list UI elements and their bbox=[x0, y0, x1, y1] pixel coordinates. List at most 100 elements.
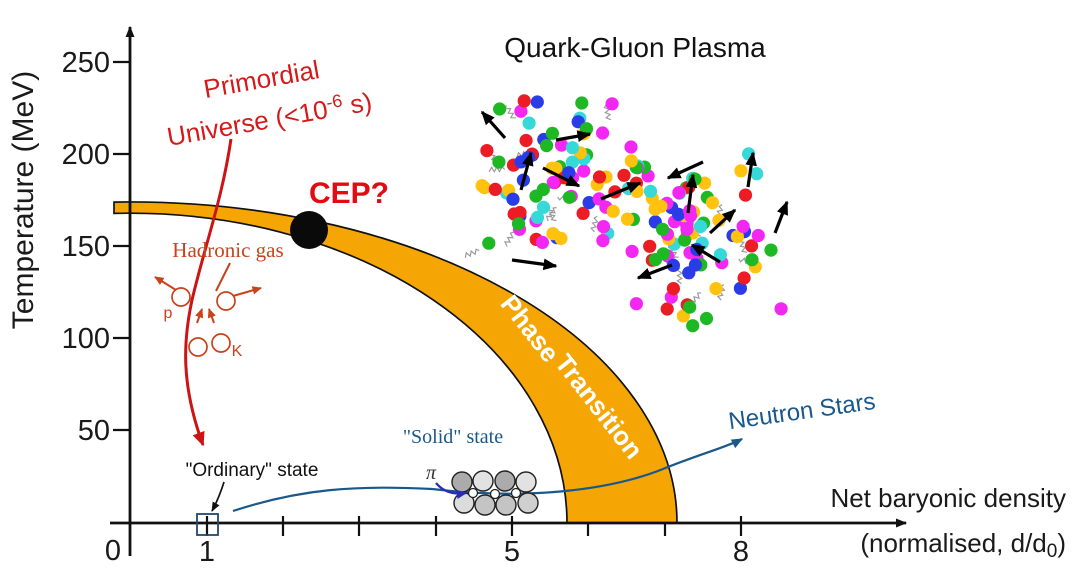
quark-dot bbox=[688, 258, 703, 272]
quark-dot bbox=[648, 253, 663, 267]
quark-dot bbox=[683, 209, 698, 223]
quark-dot bbox=[545, 126, 560, 140]
quark-dot bbox=[643, 239, 657, 253]
nucleon-small-circle bbox=[489, 488, 501, 500]
y-tick-label-50: 50 bbox=[78, 415, 110, 447]
quark-dot bbox=[680, 222, 694, 236]
quark-dot bbox=[660, 302, 674, 316]
critical-end-point bbox=[290, 211, 328, 249]
quark-momentum-arrow bbox=[666, 160, 704, 180]
quark-dot bbox=[654, 199, 668, 213]
quark-momentum-arrow bbox=[773, 200, 789, 234]
quark-dot bbox=[519, 133, 533, 148]
kaon-label: K bbox=[232, 343, 243, 360]
quark-dot bbox=[605, 97, 619, 111]
quark-dot bbox=[514, 155, 528, 169]
quark-dot bbox=[620, 212, 635, 226]
ordinary-state-box bbox=[196, 513, 219, 536]
quark-dot bbox=[577, 164, 591, 178]
quark-dot bbox=[730, 230, 745, 244]
quark-dot bbox=[517, 94, 531, 108]
quark-dot bbox=[683, 300, 697, 314]
quark-dot bbox=[705, 196, 720, 210]
quark-dot bbox=[625, 244, 639, 258]
primordial-universe-arrow bbox=[184, 138, 233, 447]
quark-dot bbox=[536, 200, 551, 214]
gluon-squiggle bbox=[545, 206, 557, 222]
quark-momentum-arrow bbox=[685, 173, 698, 214]
quark-momentum-arrow bbox=[708, 208, 737, 235]
y-tick-label-150: 150 bbox=[62, 231, 110, 263]
hadronic-gas-leader bbox=[215, 262, 231, 292]
y-tick-label-250: 250 bbox=[62, 47, 110, 79]
quark-dot bbox=[530, 210, 545, 224]
quark-dot bbox=[596, 234, 610, 248]
nucleon-circle bbox=[494, 470, 516, 492]
quark-dot bbox=[536, 182, 550, 197]
quark-dot bbox=[686, 319, 700, 333]
quark-dot bbox=[511, 217, 526, 231]
quark-dot bbox=[713, 248, 728, 262]
gluon-squiggle bbox=[603, 104, 612, 121]
quark-dot bbox=[506, 192, 520, 206]
quark-dot bbox=[582, 196, 596, 210]
nucleon-circle bbox=[472, 470, 494, 492]
quark-dot bbox=[592, 192, 606, 206]
quark-momentum-arrow bbox=[519, 151, 534, 191]
quark-dot bbox=[643, 184, 658, 198]
primordial-label-line1: Primordial bbox=[201, 54, 321, 104]
cep-label: CEP? bbox=[309, 177, 389, 210]
quark-dot bbox=[737, 271, 751, 285]
quark-dot bbox=[482, 236, 496, 250]
quark-dot bbox=[617, 168, 631, 182]
y-axis-title: Temperature (MeV) bbox=[7, 71, 40, 329]
quark-dot bbox=[629, 297, 644, 311]
quark-dot bbox=[745, 253, 759, 267]
ordinary-state-label: "Ordinary" state bbox=[186, 460, 319, 481]
nucleon-small-circle bbox=[510, 487, 522, 499]
quark-dot bbox=[540, 139, 554, 153]
nucleon-small-circle bbox=[467, 487, 479, 499]
hadron-arrows bbox=[154, 276, 262, 324]
quark-dot bbox=[596, 126, 610, 140]
quark-momentum-arrow bbox=[511, 258, 558, 271]
quark-dot bbox=[733, 281, 748, 295]
quark-dot bbox=[678, 233, 692, 247]
quark-dot bbox=[672, 186, 686, 200]
gluon-squiggle bbox=[589, 215, 599, 233]
quark-dot bbox=[565, 141, 580, 155]
quark-momentum-arrow bbox=[745, 151, 758, 188]
hadron-circles bbox=[171, 287, 236, 357]
quark-dot bbox=[736, 219, 750, 233]
ordinary-state-arrow bbox=[211, 481, 225, 512]
origin-label: 0 bbox=[105, 535, 121, 567]
quark-dot bbox=[514, 104, 528, 118]
nucleon-circle bbox=[517, 492, 539, 514]
quark-dot bbox=[751, 228, 765, 243]
nucleon-circle bbox=[515, 471, 537, 493]
quark-momentum-arrow bbox=[600, 181, 642, 201]
quark-dot bbox=[554, 138, 569, 152]
quark-dot bbox=[576, 206, 590, 220]
quark-dot bbox=[764, 243, 778, 257]
x-tick-label-8: 8 bbox=[733, 536, 749, 568]
quark-dot bbox=[493, 102, 507, 116]
quark-dot bbox=[592, 170, 607, 184]
quark-dot bbox=[774, 302, 788, 316]
quark-dot bbox=[693, 219, 708, 234]
quark-momentum-arrow bbox=[555, 130, 592, 142]
quark-dot bbox=[699, 311, 714, 326]
quark-momentum-arrow bbox=[480, 110, 507, 140]
quark-dot bbox=[530, 95, 544, 109]
quark-dot bbox=[513, 205, 527, 220]
x-tick-label-5: 5 bbox=[504, 536, 520, 568]
pi-label: π bbox=[426, 462, 437, 484]
quark-dot bbox=[535, 235, 550, 249]
pi-arrow bbox=[435, 482, 468, 500]
quark-dot bbox=[492, 155, 506, 169]
proton-label: p bbox=[164, 305, 173, 322]
gluon-squiggle bbox=[503, 231, 514, 247]
qgp-title: Quark-Gluon Plasma bbox=[504, 32, 766, 63]
hadron-circle bbox=[216, 291, 236, 311]
y-tick-label-100: 100 bbox=[62, 323, 110, 355]
